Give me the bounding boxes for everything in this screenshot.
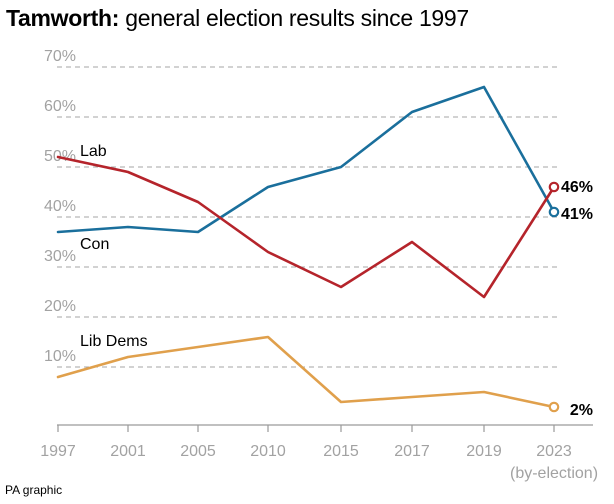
x-tick-label: 2019 [466, 443, 502, 460]
end-value-label: 46% [561, 179, 593, 196]
end-value-label: 2% [570, 402, 593, 419]
title-description: general election results since 1997 [119, 5, 469, 31]
source-credit: PA graphic [5, 483, 63, 497]
x-tick-label: 2001 [110, 443, 146, 460]
y-tick-label: 70% [44, 48, 76, 65]
end-value-label: 41% [561, 206, 593, 223]
series-label: Lib Dems [80, 333, 148, 350]
y-tick-label: 20% [44, 298, 76, 315]
y-tick-label: 30% [44, 248, 76, 265]
x-tick-label: 2005 [180, 443, 216, 460]
end-point-marker [548, 401, 560, 413]
end-point-marker [548, 206, 560, 218]
end-point-marker [548, 181, 560, 193]
x-tick-label: 2023 [536, 443, 572, 460]
title-constituency: Tamworth: [6, 5, 120, 31]
x-axis-ticks: 1997 2001 2005 2010 2015 2017 2019 2023 [40, 425, 572, 460]
y-axis-ticks: 10%20%30%40%50%60%70% [44, 48, 76, 365]
series-label: Con [80, 236, 109, 253]
series-group: Con 41% Lab 46% Lib Dems 2% [56, 85, 593, 419]
x-tick-label: 2010 [250, 443, 286, 460]
chart-title: Tamworth: general election results since… [6, 5, 469, 32]
x-tick-label: 2017 [394, 443, 430, 460]
y-tick-label: 10% [44, 348, 76, 365]
gridlines [57, 66, 560, 368]
x-axis-note: (by-election) [510, 465, 598, 482]
series-line-lab [56, 155, 556, 299]
series-line-con [56, 85, 556, 234]
x-tick-label: 1997 [40, 443, 76, 460]
x-tick-label: 2015 [323, 443, 359, 460]
y-tick-label: 60% [44, 98, 76, 115]
series-line-lib-dems [56, 335, 556, 409]
series-label: Lab [80, 143, 107, 160]
y-tick-label: 40% [44, 198, 76, 215]
